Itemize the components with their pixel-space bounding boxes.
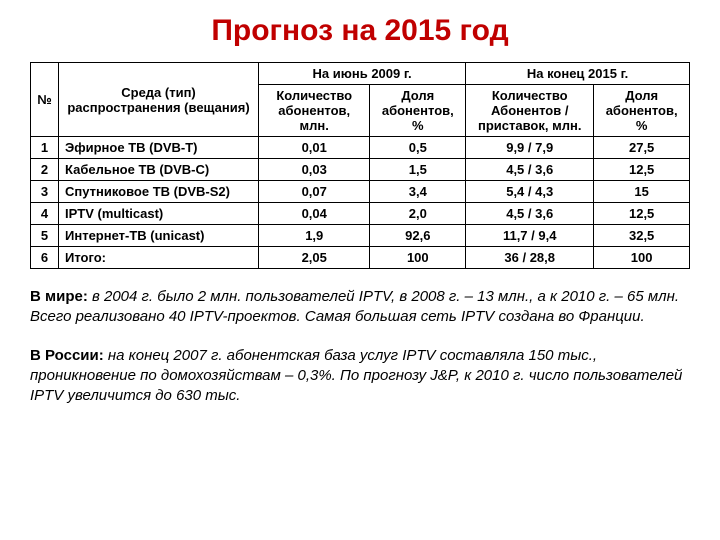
cell-2015-count: 4,5 / 3,6: [466, 159, 594, 181]
col-header-2009-count: Количество абонентов, млн.: [259, 85, 370, 137]
cell-num: 1: [31, 137, 59, 159]
col-header-2015: На конец 2015 г.: [466, 63, 690, 85]
col-header-2015-share: Доля абонентов, %: [594, 85, 690, 137]
cell-2009-count: 1,9: [259, 225, 370, 247]
cell-2009-share: 100: [370, 247, 466, 269]
table-row: 2Кабельное ТВ (DVB-C)0,031,54,5 / 3,612,…: [31, 159, 690, 181]
table-row: 3Спутниковое ТВ (DVB-S2)0,073,45,4 / 4,3…: [31, 181, 690, 203]
cell-2015-count: 36 / 28,8: [466, 247, 594, 269]
cell-type: IPTV (multicast): [59, 203, 259, 225]
paragraph-world: В мире: в 2004 г. было 2 млн. пользовате…: [30, 287, 690, 328]
paragraph-russia: В России: на конец 2007 г. абонентская б…: [30, 346, 690, 407]
cell-2015-count: 4,5 / 3,6: [466, 203, 594, 225]
table-row: 1Эфирное ТВ (DVB-T)0,010,59,9 / 7,927,5: [31, 137, 690, 159]
cell-2015-share: 15: [594, 181, 690, 203]
cell-2009-share: 1,5: [370, 159, 466, 181]
paragraph-russia-body: на конец 2007 г. абонентская база услуг …: [30, 347, 682, 405]
cell-num: 6: [31, 247, 59, 269]
cell-2009-share: 2,0: [370, 203, 466, 225]
col-header-2009-share: Доля абонентов, %: [370, 85, 466, 137]
cell-type: Спутниковое ТВ (DVB-S2): [59, 181, 259, 203]
cell-type: Интернет-ТВ (unicast): [59, 225, 259, 247]
col-header-2009: На июнь 2009 г.: [259, 63, 466, 85]
cell-2009-count: 0,04: [259, 203, 370, 225]
cell-2015-share: 12,5: [594, 159, 690, 181]
cell-2015-share: 100: [594, 247, 690, 269]
cell-2015-share: 27,5: [594, 137, 690, 159]
cell-num: 4: [31, 203, 59, 225]
table-row: 4IPTV (multicast)0,042,04,5 / 3,612,5: [31, 203, 690, 225]
cell-2009-share: 3,4: [370, 181, 466, 203]
cell-2015-share: 12,5: [594, 203, 690, 225]
table-row: 5Интернет-ТВ (unicast)1,992,611,7 / 9,43…: [31, 225, 690, 247]
table-header-row-1: № Среда (тип) распространения (вещания) …: [31, 63, 690, 85]
col-header-num: №: [31, 63, 59, 137]
cell-2009-share: 92,6: [370, 225, 466, 247]
cell-2009-count: 2,05: [259, 247, 370, 269]
cell-type: Кабельное ТВ (DVB-C): [59, 159, 259, 181]
cell-2009-count: 0,07: [259, 181, 370, 203]
paragraph-world-lead: В мире:: [30, 288, 88, 305]
table-body: 1Эфирное ТВ (DVB-T)0,010,59,9 / 7,927,52…: [31, 137, 690, 269]
cell-num: 2: [31, 159, 59, 181]
cell-type: Эфирное ТВ (DVB-T): [59, 137, 259, 159]
col-header-type: Среда (тип) распространения (вещания): [59, 63, 259, 137]
cell-2015-share: 32,5: [594, 225, 690, 247]
cell-2015-count: 9,9 / 7,9: [466, 137, 594, 159]
col-header-2015-count: Количество Абонентов / приставок, млн.: [466, 85, 594, 137]
cell-num: 3: [31, 181, 59, 203]
page-title: Прогноз на 2015 год: [30, 14, 690, 48]
cell-2009-count: 0,03: [259, 159, 370, 181]
forecast-table: № Среда (тип) распространения (вещания) …: [30, 62, 690, 269]
table-row: 6Итого:2,0510036 / 28,8100: [31, 247, 690, 269]
slide: Прогноз на 2015 год № Среда (тип) распро…: [0, 0, 720, 540]
cell-2009-count: 0,01: [259, 137, 370, 159]
cell-type: Итого:: [59, 247, 259, 269]
paragraph-russia-lead: В России:: [30, 347, 104, 364]
cell-2015-count: 11,7 / 9,4: [466, 225, 594, 247]
cell-num: 5: [31, 225, 59, 247]
cell-2009-share: 0,5: [370, 137, 466, 159]
paragraph-world-body: в 2004 г. было 2 млн. пользователей IPTV…: [30, 288, 679, 325]
cell-2015-count: 5,4 / 4,3: [466, 181, 594, 203]
